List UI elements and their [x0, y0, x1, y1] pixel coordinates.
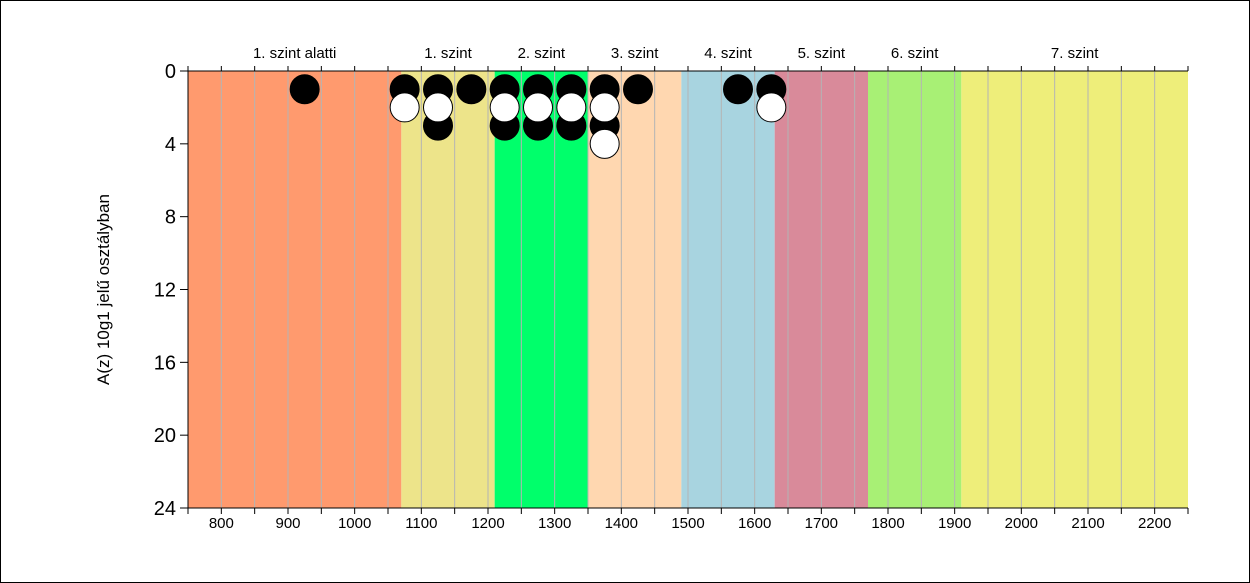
- level-label-6: 5. szint: [798, 45, 846, 62]
- level-label-5: 4. szint: [704, 45, 752, 62]
- level-label-7: 6. szint: [891, 45, 939, 62]
- level-label-4: 3. szint: [611, 45, 659, 62]
- point-filled-1425-1: [623, 74, 653, 105]
- x-tick-label-1300: 1300: [538, 515, 571, 532]
- x-tick-label-900: 900: [275, 515, 300, 532]
- y-tick-label-0: 0: [165, 61, 176, 83]
- level-label-8: 7. szint: [1051, 45, 1099, 62]
- level-band-1: [188, 71, 402, 508]
- x-tick-label-1100: 1100: [405, 515, 437, 532]
- gridlines: [220, 71, 1156, 508]
- point-filled-1175-1: [456, 74, 487, 105]
- y-tick-label-24: 24: [154, 498, 176, 520]
- y-tick-label-12: 12: [154, 280, 176, 302]
- level-band-8: [961, 71, 1188, 508]
- x-tick-label-1700: 1700: [805, 515, 838, 532]
- level-labels: 1. szint alatti 1. szint 2. szint 3. szint 4…: [253, 45, 1099, 62]
- point-hollow-1375-2: [589, 92, 620, 123]
- level-band-5: [681, 71, 775, 508]
- level-label-1: 1. szint alatti: [253, 45, 336, 62]
- data-points: [289, 74, 787, 159]
- point-hollow-1625-2: [756, 92, 787, 123]
- level-band-2: [401, 71, 495, 508]
- y-tick-label-20: 20: [154, 425, 176, 447]
- point-hollow-1125-2: [423, 92, 453, 123]
- axes: 800 900 1000 1100 1200 1300 1400 1500 1600 1700 18…: [154, 61, 1189, 532]
- point-filled-1575-1: [723, 74, 753, 105]
- x-tick-label-2000: 2000: [1005, 515, 1038, 532]
- level-bands: [188, 71, 1188, 508]
- x-tick-label-1800: 1800: [871, 515, 904, 532]
- x-tick-label-800: 800: [209, 515, 234, 532]
- point-hollow-1375-4: [589, 128, 620, 159]
- level-label-3: 2. szint: [518, 45, 566, 62]
- x-tick-label-1900: 1900: [938, 515, 971, 532]
- point-hollow-1275-2: [523, 92, 553, 123]
- x-tick-label-2100: 2100: [1071, 515, 1104, 532]
- y-tick-label-4: 4: [165, 134, 176, 156]
- level-band-7: [868, 71, 962, 508]
- point-filled-925-1: [289, 74, 320, 105]
- y-tick-label-16: 16: [154, 352, 176, 374]
- x-tick-label-1600: 1600: [738, 515, 771, 532]
- x-tick-label-1400: 1400: [605, 515, 638, 532]
- x-tick-label-1000: 1000: [338, 515, 371, 532]
- point-hollow-1325-2: [556, 92, 587, 123]
- x-tick-label-1500: 1500: [671, 515, 704, 532]
- x-tick-label-1200: 1200: [471, 515, 504, 532]
- level-label-2: 1. szint: [424, 45, 472, 62]
- x-tick-label-2200: 2200: [1138, 515, 1171, 532]
- point-hollow-1225-2: [489, 92, 520, 123]
- point-hollow-1075-2: [389, 92, 420, 123]
- y-axis-title: A(z) 10g1 jelű osztályban: [94, 194, 113, 385]
- level-band-3: [494, 71, 588, 508]
- y-tick-label-8: 8: [165, 207, 176, 229]
